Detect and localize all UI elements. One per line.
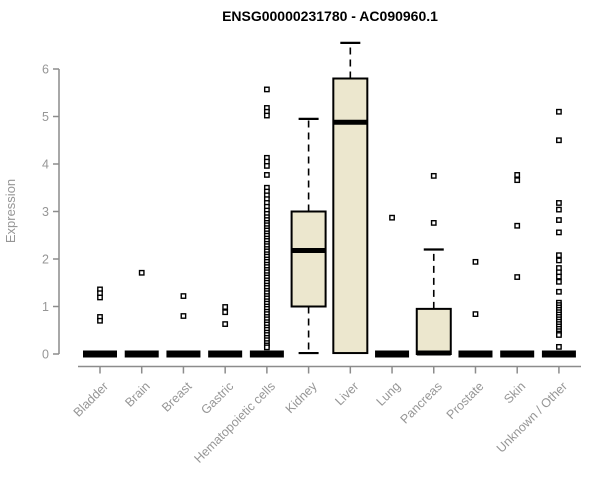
x-tick-label: Prostate <box>444 379 487 422</box>
x-tick-label: Breast <box>159 379 195 415</box>
box-pancreas <box>415 307 452 355</box>
outlier-point <box>180 293 187 299</box>
outlier-point <box>514 177 521 184</box>
outlier-point <box>472 311 479 317</box>
outlier-point <box>263 162 270 169</box>
x-tick-label: Gastric <box>198 379 236 417</box>
outlier-point <box>556 108 562 115</box>
collapsed-box-unknown-other <box>541 350 576 358</box>
x-tick-label: Brain <box>122 379 153 410</box>
outlier-point <box>97 317 103 324</box>
collapsed-box-bladder <box>83 350 117 358</box>
outlier-point <box>556 229 562 236</box>
outlier-point <box>222 321 229 327</box>
collapsed-box-brain <box>124 350 159 358</box>
outlier-point <box>556 332 562 338</box>
outlier-point <box>389 214 395 221</box>
outlier-point <box>263 86 270 93</box>
outlier-point <box>556 252 562 259</box>
outlier-point <box>514 274 521 280</box>
y-tick-label: 5 <box>42 110 49 124</box>
outlier-point <box>138 269 145 276</box>
outlier-point <box>556 278 562 285</box>
y-tick-label: 0 <box>42 348 49 362</box>
outlier-point <box>514 222 521 229</box>
collapsed-box-skin <box>500 350 535 358</box>
y-tick-label: 6 <box>42 63 49 77</box>
outlier-point <box>222 304 229 310</box>
x-tick-label: Bladder <box>71 379 111 419</box>
x-tick-label: Unknown / Other <box>494 379 570 455</box>
y-tick-label: 1 <box>42 300 49 314</box>
outlier-point <box>556 288 562 295</box>
outlier-point <box>263 112 270 119</box>
x-tick-label: Kidney <box>283 379 320 416</box>
box-kidney <box>290 210 327 308</box>
outlier-point <box>263 344 270 351</box>
outlier-point <box>556 343 562 350</box>
y-tick-label: 2 <box>42 253 49 267</box>
outlier-point <box>97 294 103 301</box>
y-tick-label: 4 <box>42 158 49 172</box>
collapsed-box-hematopoietic-cells <box>249 350 284 358</box>
collapsed-box-breast <box>166 350 201 358</box>
outlier-point <box>556 273 562 280</box>
outlier-point <box>556 200 562 206</box>
x-tick-label: Skin <box>501 379 528 406</box>
collapsed-box-lung <box>375 350 410 358</box>
collapsed-box-gastric <box>208 350 243 358</box>
x-tick-label: Liver <box>332 379 361 408</box>
outlier-point <box>472 258 479 265</box>
outlier-point <box>556 217 562 223</box>
outlier-point <box>180 313 187 319</box>
outlier-point <box>430 219 437 226</box>
x-tick-label: Pancreas <box>398 379 445 426</box>
outlier-point <box>556 137 562 144</box>
outlier-point <box>222 309 229 316</box>
outlier-point <box>514 172 521 178</box>
y-tick-label: 3 <box>42 205 49 219</box>
x-tick-label: Hematopoietic cells <box>191 379 278 466</box>
outlier-point <box>556 257 562 264</box>
box-liver <box>332 77 369 355</box>
x-tick-label: Lung <box>374 379 404 409</box>
outlier-point <box>556 206 562 213</box>
y-axis-title: Expression <box>3 179 18 243</box>
outlier-point <box>430 172 437 179</box>
outlier-point <box>263 172 270 178</box>
collapsed-box-prostate <box>458 350 493 358</box>
chart-title: ENSG00000231780 - AC090960.1 <box>222 8 438 24</box>
